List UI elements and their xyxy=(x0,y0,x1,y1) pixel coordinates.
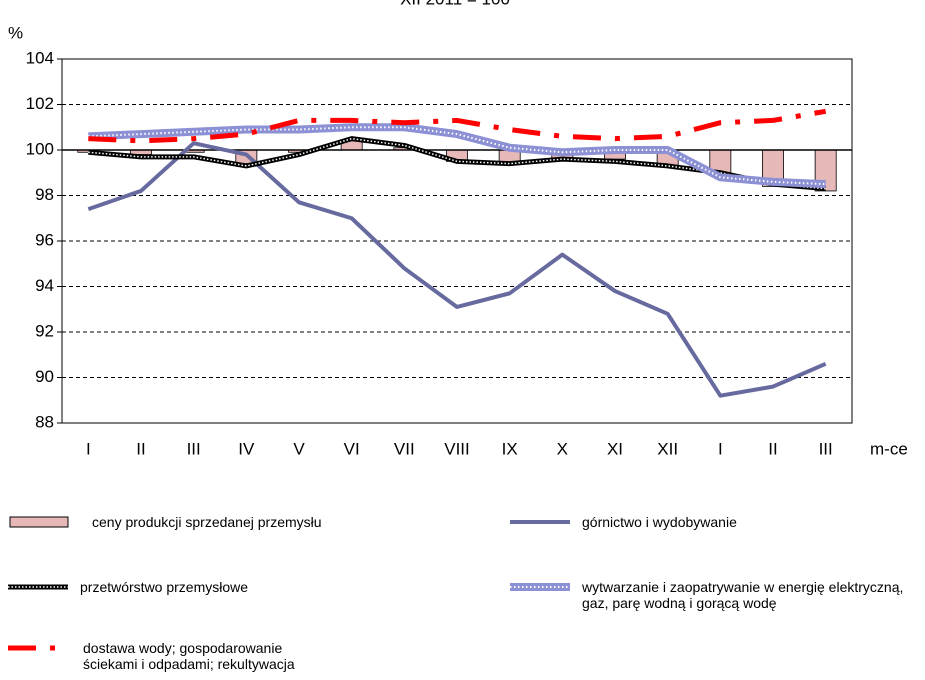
x-tick-label: II xyxy=(768,439,777,458)
x-tick-label: I xyxy=(718,439,723,458)
x-tick-label: III xyxy=(187,439,201,458)
y-tick-label: 92 xyxy=(35,321,54,340)
y-tick-label: 102 xyxy=(26,94,54,113)
y-axis-label: % xyxy=(8,23,23,42)
y-tick-label: 98 xyxy=(35,185,54,204)
y-tick-label: 104 xyxy=(26,48,54,67)
series-line xyxy=(87,141,827,398)
x-axis-label: m-ce xyxy=(870,439,908,458)
legend-label: wytwarzanie i zaopatrywanie w energię el… xyxy=(582,579,904,611)
chart-title: XII 2011 = 100 xyxy=(400,0,510,8)
legend-label: ceny produkcji sprzedanej przemysłu xyxy=(92,514,322,530)
legend-label: dostawa wody; gospodarowanie ściekami i … xyxy=(83,640,295,672)
x-tick-label: X xyxy=(557,439,568,458)
y-tick-label: 96 xyxy=(35,230,54,249)
y-tick-label: 88 xyxy=(35,412,54,431)
x-tick-label: VIII xyxy=(444,439,470,458)
legend-label: przetwórstwo przemysłowe xyxy=(80,579,249,595)
legend-swatch xyxy=(9,516,69,528)
x-tick-label: II xyxy=(136,439,145,458)
x-tick-label: XI xyxy=(607,439,623,458)
y-tick-label: 94 xyxy=(35,276,54,295)
x-tick-label: XII xyxy=(657,439,678,458)
x-tick-label: VI xyxy=(344,439,360,458)
series-line xyxy=(88,108,827,144)
legend-label: górnictwo i wydobywanie xyxy=(582,514,737,530)
x-tick-label: IV xyxy=(238,439,255,458)
x-tick-label: V xyxy=(293,439,305,458)
y-tick-label: 100 xyxy=(26,139,54,158)
x-tick-label: IX xyxy=(502,439,518,458)
x-tick-label: VII xyxy=(394,439,415,458)
x-tick-label: I xyxy=(86,439,91,458)
series-line-texture xyxy=(88,126,826,186)
x-tick-label: III xyxy=(819,439,833,458)
series-line-texture xyxy=(88,137,826,190)
y-tick-label: 90 xyxy=(35,367,54,386)
